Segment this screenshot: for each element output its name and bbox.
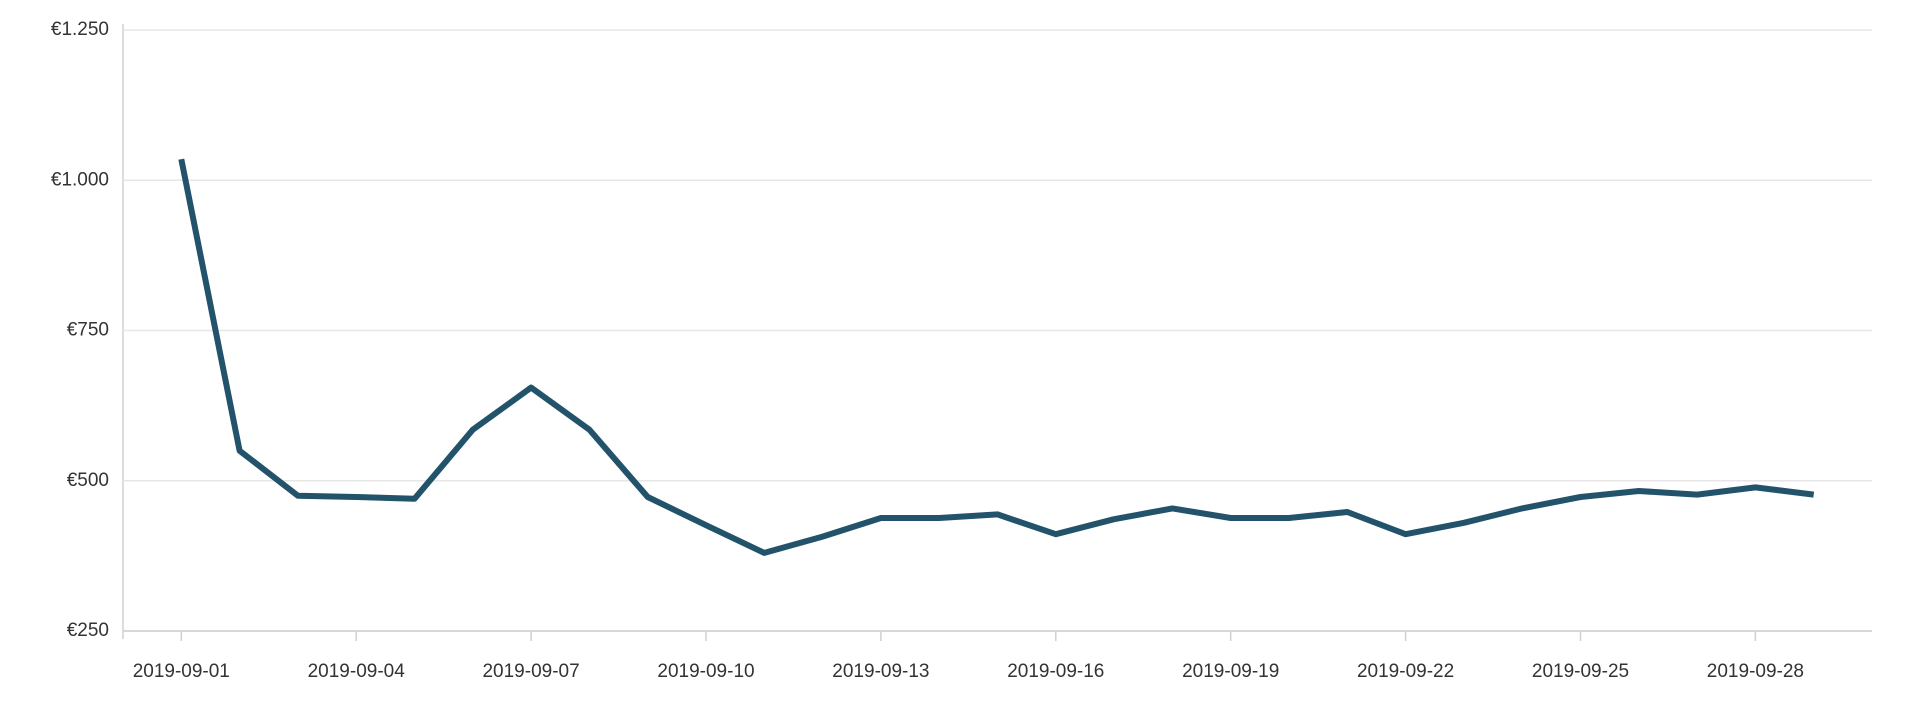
x-tick-label: 2019-09-07 [482,661,579,682]
y-tick-label: €750 [67,320,109,341]
x-tick-label: 2019-09-01 [133,661,230,682]
y-tick-label: €500 [67,470,109,491]
x-tick-label: 2019-09-19 [1182,661,1279,682]
line-series [178,158,1815,556]
y-tick-label: €1.250 [51,19,109,40]
y-tick-label: €250 [67,620,109,641]
x-tick-label: 2019-09-13 [832,661,929,682]
x-tick-label: 2019-09-10 [657,661,754,682]
x-tick-label: 2019-09-22 [1357,661,1454,682]
y-tick-label: €1.000 [51,169,109,190]
x-tick-label: 2019-09-04 [308,661,406,682]
x-tick-label: 2019-09-28 [1707,661,1804,682]
x-tick-label: 2019-09-25 [1532,661,1629,682]
x-tick-label: 2019-09-16 [1007,661,1104,682]
